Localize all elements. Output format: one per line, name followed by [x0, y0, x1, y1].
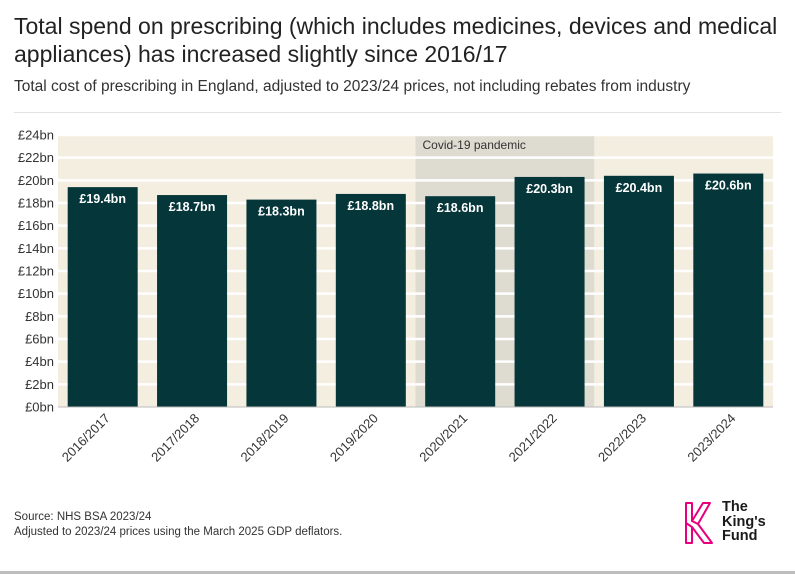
x-tick-label: 2018/2019: [237, 411, 291, 465]
y-tick-label: £10bn: [18, 286, 54, 301]
title-divider: [14, 112, 781, 113]
x-tick-label: 2021/2022: [506, 411, 560, 465]
y-tick-label: £22bn: [18, 150, 54, 165]
bar-data-label: £18.7bn: [169, 200, 216, 214]
y-tick-label: £4bn: [25, 354, 54, 369]
x-tick-label: 2016/2017: [59, 411, 113, 465]
x-tick-label: 2020/2021: [416, 411, 470, 465]
x-tick-label: 2022/2023: [595, 411, 649, 465]
source-notes: Source: NHS BSA 2023/24 Adjusted to 2023…: [14, 510, 342, 540]
y-tick-label: £8bn: [25, 309, 54, 324]
logo-line-1: The: [722, 499, 748, 515]
y-tick-label: £0bn: [25, 400, 54, 415]
y-tick-label: £16bn: [18, 218, 54, 233]
bar: [67, 187, 138, 407]
bar-data-label: £20.3bn: [526, 182, 573, 196]
y-tick-label: £20bn: [18, 173, 54, 188]
x-tick-label: 2017/2018: [148, 411, 202, 465]
y-tick-label: £18bn: [18, 196, 54, 211]
bar: [514, 176, 585, 407]
y-tick-label: £12bn: [18, 264, 54, 279]
chart-title: Total spend on prescribing (which includ…: [14, 13, 778, 67]
x-tick-label: 2019/2020: [327, 411, 381, 465]
y-tick-label: £6bn: [25, 332, 54, 347]
bar-data-label: £19.4bn: [79, 192, 126, 206]
source-text: Source: NHS BSA 2023/24: [14, 511, 152, 523]
logo-line-2: King's: [722, 513, 766, 530]
logo-line-3: Fund: [722, 528, 758, 544]
bar-chart: £0bn £2bn £4bn £6bn £8bn £10bn £12bn £14bn £16bn…: [18, 128, 773, 465]
logo-wordmark: The King's Fund: [722, 500, 766, 544]
bar: [335, 193, 406, 407]
y-tick-label: £14bn: [18, 241, 54, 256]
bar: [693, 173, 764, 407]
bar: [425, 196, 496, 407]
chart-subtitle: Total cost of prescribing in England, ad…: [14, 78, 691, 95]
bottom-border: [0, 571, 795, 574]
bar: [246, 199, 317, 407]
kings-fund-k-icon: [685, 502, 713, 544]
bar-data-label: £20.6bn: [705, 179, 752, 193]
covid-annotation-label: Covid-19 pandemic: [423, 138, 526, 152]
bar-data-label: £20.4bn: [616, 181, 663, 195]
bar-data-label: £18.3bn: [258, 205, 305, 219]
x-tick-label: 2023/2024: [684, 411, 738, 465]
y-tick-label: £24bn: [18, 128, 54, 143]
bar: [157, 195, 228, 407]
y-tick-label: £2bn: [25, 377, 54, 392]
bar: [603, 175, 674, 407]
bar-data-label: £18.8bn: [348, 199, 395, 213]
deflator-note: Adjusted to 2023/24 prices using the Mar…: [14, 526, 343, 538]
kings-fund-logo: The King's Fund: [682, 500, 772, 546]
bar-data-label: £18.6bn: [437, 201, 484, 215]
